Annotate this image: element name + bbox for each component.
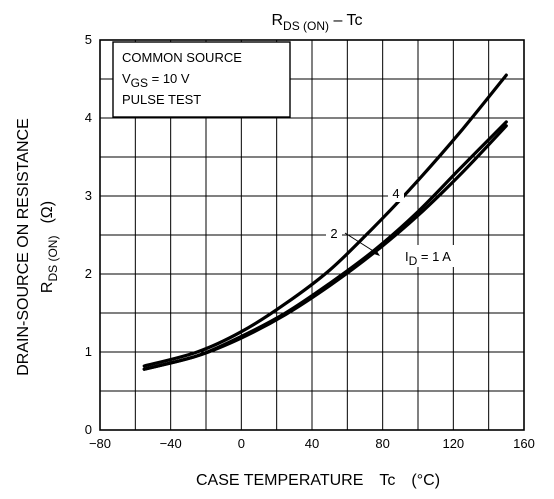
- y-tick-label: 4: [85, 110, 92, 125]
- curve-label-2: 2: [330, 226, 337, 241]
- x-tick-label: 0: [238, 436, 245, 451]
- curve-label-4: 4: [392, 186, 399, 201]
- y-tick-label: 2: [85, 266, 92, 281]
- y-tick-label: 0: [85, 422, 92, 437]
- conditions-line1: COMMON SOURCE: [122, 50, 242, 65]
- y-tick-label: 3: [85, 188, 92, 203]
- annotation-4: 4: [388, 184, 404, 202]
- annotation-2-arrowhead: [371, 248, 380, 256]
- y-tick-label: 5: [85, 32, 92, 47]
- conditions-vgs: VGS = 10 V: [122, 71, 190, 90]
- annotation-2: 2: [326, 224, 380, 256]
- annotation-id: ID = 1 A: [402, 245, 476, 268]
- curves: [142, 73, 508, 371]
- annotation-2-pointer: [344, 232, 379, 255]
- conditions-box: COMMON SOURCE VGS = 10 V PULSE TEST: [112, 41, 291, 118]
- x-tick-label: 40: [305, 436, 319, 451]
- x-tick-label: 80: [375, 436, 389, 451]
- y-axis-label-line2: RDS (ON)(Ω): [39, 201, 60, 293]
- chart-title: RDS (ON) – Tc: [271, 12, 362, 33]
- plot-frame: [99, 39, 525, 431]
- x-axis-label: CASE TEMPERATURE Tc (°C): [196, 472, 440, 489]
- y-tick-label: 1: [85, 344, 92, 359]
- x-tick-label: 120: [442, 436, 464, 451]
- x-tick-label: 160: [513, 436, 535, 451]
- y-axis-label-line1: DRAIN-SOURCE ON RESISTANCE: [15, 118, 32, 376]
- x-tick-label: −80: [89, 436, 111, 451]
- curve-label-id: ID = 1 A: [405, 249, 451, 268]
- grid: [99, 39, 525, 431]
- series-line-2: [142, 124, 508, 371]
- series-line-0: [142, 73, 508, 368]
- tick-labels: −80 −40 0 40 80 120 160 0 1 2 3 4 5: [85, 32, 535, 451]
- x-tick-label: −40: [160, 436, 182, 451]
- conditions-line3: PULSE TEST: [122, 92, 201, 107]
